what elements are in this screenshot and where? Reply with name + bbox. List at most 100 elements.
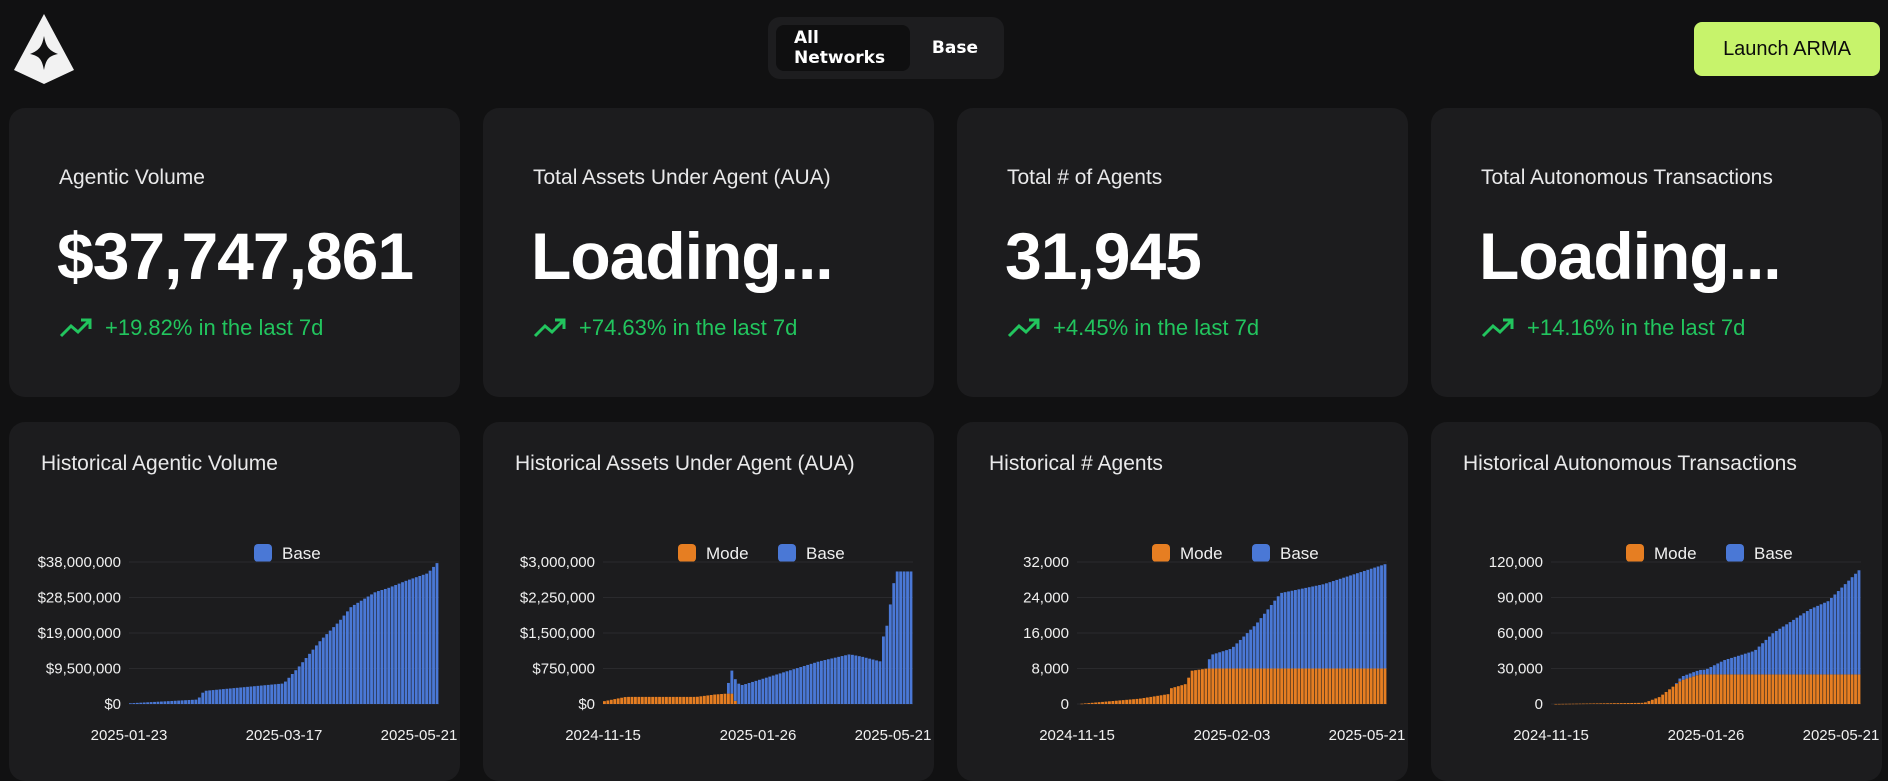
bar-base: [1723, 660, 1727, 675]
bar-mode: [1685, 678, 1689, 704]
bar-mode: [1654, 698, 1658, 704]
bar-base: [232, 688, 236, 704]
bar-base: [277, 683, 280, 704]
y-tick-label: 30,000: [1497, 661, 1543, 678]
bar-base: [1318, 585, 1321, 669]
bar-mode: [1294, 668, 1297, 704]
bar-mode: [1380, 668, 1383, 704]
bar-base: [170, 700, 174, 704]
bar-base: [1768, 636, 1771, 675]
bar-mode: [1626, 703, 1630, 704]
bar-base: [397, 583, 401, 704]
bar-base: [799, 667, 803, 704]
bar-mode: [1142, 698, 1146, 704]
bar-base: [809, 663, 813, 704]
chart-aua: Mode Base $0 $750,000 $1,500,000 $2,250,000 $3…: [520, 544, 931, 744]
top-bar: All Networks Base Launch ARMA: [0, 0, 1888, 100]
bar-base: [173, 700, 177, 704]
bar-mode: [1575, 703, 1578, 705]
bar-base: [211, 690, 215, 704]
bar-mode: [1761, 674, 1764, 704]
bar-base: [1256, 622, 1259, 669]
chart-transactions: Mode Base 0 30,000 60,000 90,000 120,000 2024-1…: [1489, 544, 1879, 744]
bar-base: [792, 669, 796, 704]
bar-mode: [1788, 674, 1792, 704]
bar-base: [882, 636, 885, 704]
bar-base: [1730, 657, 1733, 675]
bar-base: [899, 571, 903, 704]
bar-mode: [1207, 668, 1211, 704]
bar-base: [1214, 653, 1218, 669]
bar-base: [1273, 600, 1277, 669]
y-tick-label: $19,000,000: [38, 625, 121, 642]
bar-base: [1252, 626, 1256, 669]
bar-base: [428, 570, 432, 704]
chart-card-agents: Historical # Agents Mode Base 0 8,000 16,000…: [957, 422, 1408, 781]
launch-arma-button[interactable]: Launch ARMA: [1694, 22, 1880, 76]
bar-mode: [699, 696, 703, 704]
bar-base: [758, 679, 761, 704]
bar-mode: [1812, 674, 1816, 704]
bar-mode: [1314, 668, 1318, 704]
bar-base: [875, 660, 878, 704]
bar-mode: [1802, 674, 1806, 704]
bar-base: [332, 627, 336, 704]
bar-base: [414, 577, 418, 704]
bar-mode: [713, 694, 717, 704]
arma-logo-icon[interactable]: [12, 12, 76, 84]
bar-base: [1757, 646, 1761, 675]
bar-mode: [1149, 696, 1153, 704]
bar-base: [1733, 656, 1737, 675]
bar-base: [1695, 670, 1699, 676]
bar-mode: [1259, 668, 1263, 704]
bar-base: [1750, 651, 1754, 675]
bar-base: [1245, 633, 1249, 669]
bar-mode: [1114, 700, 1118, 704]
bar-base: [339, 619, 342, 704]
bar-base: [747, 682, 751, 704]
bar-base: [1847, 580, 1851, 675]
bar-base: [287, 677, 291, 704]
bar-base: [761, 678, 765, 704]
bar-base: [435, 563, 439, 704]
bar-mode: [637, 696, 641, 704]
bar-base: [1349, 575, 1352, 669]
bar-mode: [1795, 674, 1799, 704]
stat-title: Total # of Agents: [1007, 166, 1163, 189]
bar-mode: [1269, 668, 1273, 704]
bar-base: [1342, 577, 1346, 669]
bar-base: [816, 661, 820, 704]
bar-mode: [1688, 677, 1692, 704]
bar-base: [768, 676, 772, 704]
bar-base: [1335, 579, 1339, 669]
bar-base: [222, 689, 225, 704]
bar-mode: [1709, 674, 1713, 704]
bar-mode: [654, 696, 658, 704]
chart-title: Historical Assets Under Agent (AUA): [515, 452, 855, 475]
bar-mode: [1699, 674, 1702, 704]
bar-mode: [1373, 668, 1377, 704]
bar-mode: [1668, 689, 1671, 704]
bar-base: [1826, 601, 1830, 675]
network-base-button[interactable]: Base: [931, 38, 978, 58]
bar-mode: [1304, 668, 1308, 704]
bar-base: [771, 675, 775, 704]
bar-base: [1300, 588, 1304, 669]
bar-mode: [1599, 703, 1603, 704]
legend-label: Mode: [1180, 544, 1223, 563]
bar-mode: [1238, 668, 1242, 704]
bar-base: [1311, 586, 1315, 669]
bar-base: [1843, 584, 1847, 675]
stat-title: Total Assets Under Agent (AUA): [533, 166, 831, 189]
bar-base: [888, 604, 892, 704]
network-all-button[interactable]: All Networks: [776, 25, 910, 71]
bar-base: [1225, 650, 1228, 669]
y-tick-label: 16,000: [1023, 625, 1069, 642]
y-tick-label: 120,000: [1489, 554, 1543, 571]
bar-base: [1681, 675, 1685, 680]
bar-base: [1266, 609, 1270, 669]
bar-mode: [616, 698, 620, 704]
bar-base: [297, 666, 301, 704]
bar-base: [187, 700, 191, 704]
bar-mode: [1311, 668, 1315, 704]
